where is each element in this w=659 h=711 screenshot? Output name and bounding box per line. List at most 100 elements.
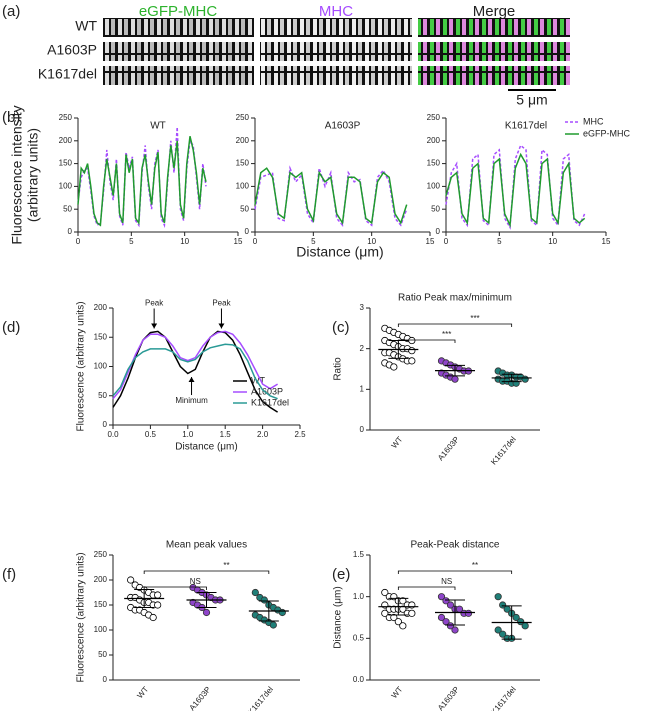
series-line <box>445 144 586 230</box>
x-tick-label: 5 <box>497 237 502 246</box>
annotation: Peak <box>212 299 231 308</box>
row-label: K1617del <box>38 66 97 82</box>
data-point <box>521 375 529 383</box>
data-point <box>381 588 389 597</box>
y-tick-label: 150 <box>236 159 250 168</box>
data-point <box>399 605 407 613</box>
y-axis-label: Fluorescence (arbitrary units) <box>76 301 87 431</box>
data-point <box>408 609 416 617</box>
x-tick-label: 2.5 <box>294 430 306 439</box>
x-tick-label: K1617del <box>489 685 518 711</box>
data-point <box>446 622 455 630</box>
y-tick-label: 50 <box>98 391 107 400</box>
data-point <box>149 613 157 622</box>
axis-line <box>445 118 606 233</box>
y-axis-label: (arbitrary units) <box>25 128 41 222</box>
data-point <box>408 347 416 355</box>
row-label: WT <box>75 18 97 34</box>
x-tick-label: 1.0 <box>182 430 194 439</box>
data-point <box>260 596 268 604</box>
data-point <box>451 375 459 383</box>
x-tick-label: 1.5 <box>220 430 232 439</box>
legend-label: A1603P <box>251 386 283 396</box>
arrow-head <box>151 323 158 329</box>
data-point <box>521 622 529 630</box>
legend-label: eGFP-MHC <box>583 128 631 138</box>
data-point <box>451 626 459 634</box>
panel-label: (e) <box>332 566 350 583</box>
y-axis-label: Distance (μm) <box>333 586 344 648</box>
x-tick-label: 0.5 <box>145 430 157 439</box>
scale-bar-label: 5 μm <box>516 92 547 108</box>
legend-label: MHC <box>583 116 604 126</box>
y-tick-label: 50 <box>63 204 72 213</box>
data-point <box>202 608 211 617</box>
y-tick-label: 0 <box>245 227 250 236</box>
chart: 0 50 100 150 200 250 WT 0 5 10 15 <box>59 113 243 246</box>
significance-label: ** <box>472 561 478 570</box>
x-tick-label: 0 <box>444 237 449 246</box>
data-point <box>381 609 389 617</box>
axis-line <box>112 555 300 681</box>
significance-label: NS <box>190 577 201 586</box>
y-tick-label: 0.5 <box>353 633 365 642</box>
y-tick-label: 50 <box>98 650 107 659</box>
x-tick-label: 0 <box>76 237 81 246</box>
column-title: eGFP-MHC <box>139 3 218 20</box>
significance-bracket <box>143 570 270 574</box>
data-point <box>127 576 135 584</box>
y-tick-label: 100 <box>94 362 108 371</box>
y-tick-label: 200 <box>94 575 108 584</box>
x-tick-label: A1603P <box>187 685 212 711</box>
arrow-head <box>188 377 195 383</box>
data-point <box>437 593 446 601</box>
y-tick-label: 0 <box>103 420 108 429</box>
x-tick-label: 15 <box>426 237 435 246</box>
y-tick-label: 100 <box>427 182 441 191</box>
data-point <box>278 608 286 617</box>
series-line <box>112 330 278 400</box>
series-line <box>254 165 408 228</box>
y-tick-label: 200 <box>427 136 441 145</box>
data-point <box>408 336 416 345</box>
panel-label: (b) <box>2 109 20 126</box>
data-point <box>390 363 398 371</box>
chart-title: Ratio Peak max/minimum <box>398 293 512 304</box>
x-tick-label: A1603P <box>436 685 461 711</box>
x-tick-label: WT <box>390 685 405 700</box>
x-tick-label: 0 <box>253 237 258 246</box>
x-tick-label: 10 <box>548 237 557 246</box>
y-axis-label: Fluorescence intensity <box>9 105 25 244</box>
x-tick-label: 15 <box>602 237 611 246</box>
series-line <box>254 167 408 226</box>
y-tick-label: 50 <box>431 204 440 213</box>
series-line <box>77 136 207 227</box>
y-axis-label: Ratio <box>333 357 344 381</box>
significance-bracket <box>397 339 456 343</box>
x-tick-label: K1617del <box>246 685 275 711</box>
y-tick-label: 0 <box>436 227 441 236</box>
chart-title: Peak-Peak distance <box>411 540 500 551</box>
x-axis-label: Distance (μm) <box>175 442 237 453</box>
y-tick-label: 150 <box>94 600 108 609</box>
series-line <box>112 343 278 400</box>
y-tick-label: 1 <box>360 384 365 393</box>
row-label: A1603P <box>47 42 97 58</box>
y-tick-label: 3 <box>360 303 365 312</box>
x-tick-label: 0.0 <box>107 430 119 439</box>
panel-label: (d) <box>2 319 20 336</box>
chart-title: K1617del <box>505 121 547 132</box>
data-point <box>437 613 446 622</box>
x-tick-label: 5 <box>129 237 134 246</box>
y-tick-label: 0 <box>68 227 73 236</box>
significance-label: ** <box>223 561 229 570</box>
x-tick-label: WT <box>135 685 150 700</box>
chart: 0 50 100 150 200 250 K1617del 0 5 10 15 MHC eGFP-MHC <box>427 113 631 246</box>
data-point <box>464 609 473 617</box>
data-point <box>399 622 407 630</box>
y-tick-label: 100 <box>94 625 108 634</box>
y-tick-label: 250 <box>94 550 108 559</box>
significance-label: *** <box>470 314 479 323</box>
